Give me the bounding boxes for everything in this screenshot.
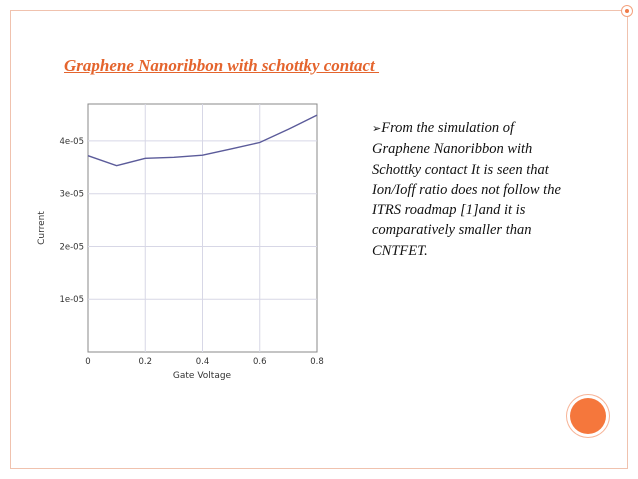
x-tick-label: 0 — [85, 357, 90, 367]
y-tick-label: 4e-05 — [59, 137, 84, 147]
grid-lines — [88, 104, 317, 352]
x-tick-label: 0.2 — [138, 357, 152, 367]
corner-circle-inner — [625, 9, 629, 13]
orange-circle-icon — [570, 398, 606, 434]
current-vs-gate-voltage-chart: 0 0.2 0.4 0.6 0.8 1e-05 2e-05 3e-05 4e-05 Gate V… — [37, 103, 324, 381]
slide-title: Graphene Nanoribbon with schottky contac… — [64, 56, 380, 75]
slide-border — [10, 5, 633, 469]
x-axis-label: Gate Voltage — [173, 371, 232, 381]
y-tick-label: 3e-05 — [59, 190, 84, 200]
bullet-arrow-icon: ➢ — [372, 122, 382, 135]
x-tick-label: 0.6 — [253, 357, 267, 367]
bullet-paragraph: ➢From the simulation of Graphene Nanorib… — [372, 118, 572, 261]
tick-labels: 0 0.2 0.4 0.6 0.8 1e-05 2e-05 3e-05 4e-05 — [59, 137, 323, 367]
y-tick-label: 2e-05 — [59, 242, 84, 252]
y-axis-label: Current — [37, 211, 47, 245]
bullet-text: From the simulation of Graphene Nanoribb… — [372, 120, 561, 259]
series-line — [87, 114, 318, 167]
x-tick-label: 0.8 — [310, 357, 324, 367]
y-tick-label: 1e-05 — [59, 295, 84, 305]
corner-circle-icon — [621, 5, 633, 17]
x-tick-label: 0.4 — [196, 357, 210, 367]
